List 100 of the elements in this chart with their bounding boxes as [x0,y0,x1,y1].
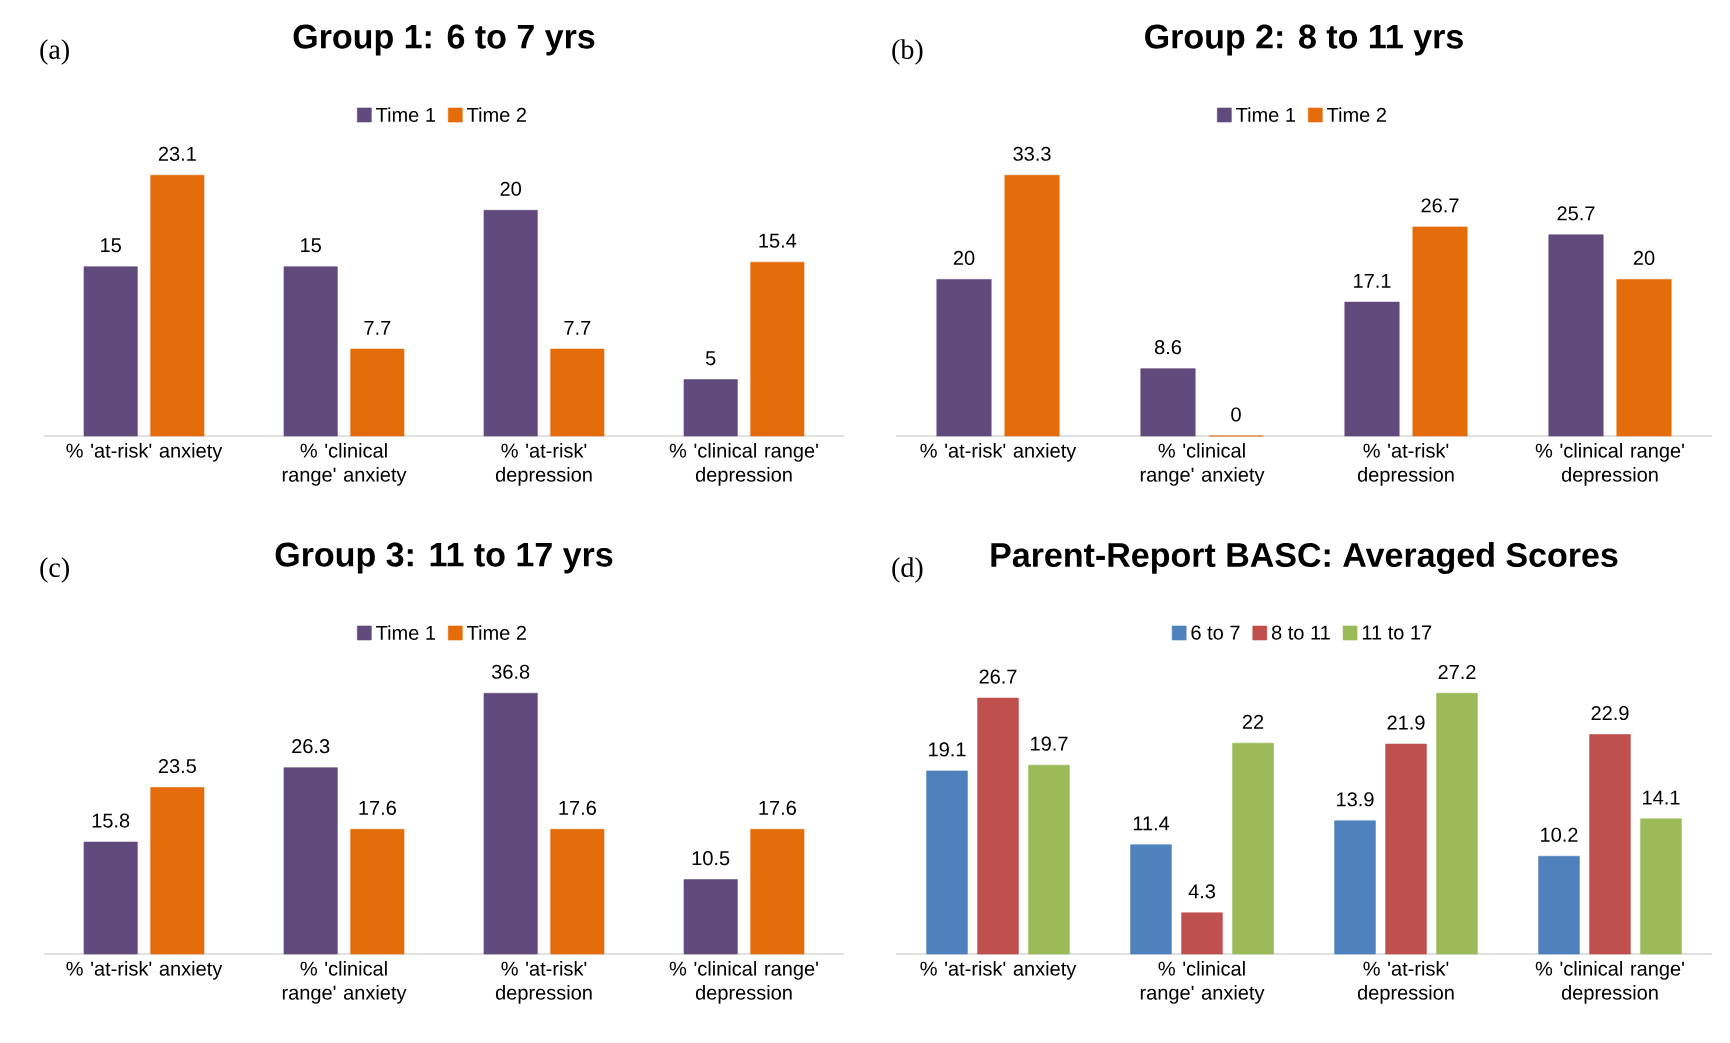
bar [83,266,138,437]
bar [150,174,205,437]
bar [1589,734,1631,955]
x-tick-label: % 'at-risk' depression [495,443,592,486]
data-label: 17.6 [759,800,796,815]
bar [1640,818,1682,955]
chart-title: Group 3: 11 to 17 yrs [275,542,613,574]
data-label: 26.7 [1421,198,1459,213]
bar [550,829,605,955]
data-label: 13.9 [1337,792,1374,807]
x-tick-label: % 'at-risk' depression [1357,443,1454,486]
bar [750,261,805,437]
text: (d) [892,557,923,583]
data-label: 10.2 [1541,827,1578,842]
data-label: 19.1 [929,742,966,757]
data-label: 4.3 [1188,884,1216,899]
bar [350,348,405,437]
bar [483,692,538,955]
x-tick-label: % 'at-risk' depression [1357,961,1454,1004]
bar [350,829,405,955]
data-label: 21.9 [1387,715,1425,730]
data-label: 5 [705,351,716,366]
data-label: 17.6 [359,800,396,815]
bar [1344,301,1400,437]
text: (b) [892,39,923,65]
data-label: 36.8 [491,664,530,679]
data-label: 22.9 [1591,705,1629,721]
x-tick-label: % 'at-risk' anxiety [920,443,1077,462]
data-label: 0 [1231,407,1241,422]
legend-label: Time 1 [376,625,436,640]
data-label: 17.1 [1354,273,1391,288]
bar [683,379,738,437]
x-tick-label: % 'clinical range' anxiety [1140,961,1265,1004]
bar [1004,174,1060,437]
x-tick-label: % 'clinical range' depression [669,443,818,486]
data-label: 23.5 [158,758,196,774]
text: (c) [40,557,69,583]
bar [150,787,205,955]
bar [1232,742,1274,955]
bar [1028,764,1070,955]
x-tick-label: % 'clinical range' anxiety [282,443,407,486]
data-label: 11.4 [1133,816,1170,831]
x-tick-label: % 'clinical range' anxiety [1140,443,1265,486]
legend-label: Time 1 [376,107,436,122]
data-label: 27.2 [1438,664,1476,679]
bar [750,829,805,955]
bar [1436,692,1478,955]
bar [1334,820,1376,955]
bar [683,879,738,955]
data-label: 19.7 [1031,736,1068,751]
legend-label: Time 2 [467,107,526,122]
bar [936,279,992,437]
data-label: 26.3 [292,739,330,754]
bar [1181,912,1223,955]
text: (a) [40,39,69,65]
data-label: 10.5 [692,851,730,866]
legend-label: Time 2 [467,625,526,640]
data-label: 17.6 [559,800,596,815]
bar [83,841,138,955]
x-tick-label: % 'at-risk' anxiety [66,443,223,462]
bar [1140,368,1196,437]
bar [550,348,605,437]
bar [977,697,1019,955]
data-label: 8.6 [1154,340,1182,355]
x-tick-label: % 'clinical range' depression [1535,443,1684,486]
legend-label: 6 to 7 [1191,625,1240,640]
legend-label: 8 to 11 [1271,625,1330,640]
data-label: 15 [101,238,121,253]
bar [1412,226,1468,437]
data-label: 33.3 [1013,146,1051,161]
data-label: 20 [953,250,975,265]
legend-label: Time 2 [1327,107,1386,122]
data-label: 7.7 [364,320,391,335]
legend-label: Time 1 [1236,107,1296,122]
chart-title: Parent-Report BASC: Averaged Scores [991,542,1618,574]
chart-title: Group 1: 6 to 7 yrs [293,24,595,56]
data-label: 15.8 [92,813,130,828]
bar [283,266,338,437]
x-tick-label: % 'at-risk' depression [495,961,592,1004]
bar [283,767,338,955]
data-label: 23.1 [158,146,196,161]
data-label: 26.7 [979,669,1017,684]
data-label: 7.7 [564,320,591,335]
x-tick-label: % 'clinical range' depression [1535,961,1684,1004]
chart-title: Group 2: 8 to 11 yrs [1145,24,1463,56]
x-tick-label: % 'at-risk' anxiety [66,961,223,980]
bar [1616,279,1672,437]
data-label: 20 [1633,250,1655,265]
bar [483,209,538,437]
x-tick-label: % 'clinical range' depression [669,961,818,1004]
bar [1538,855,1580,955]
bar [1130,844,1172,955]
data-label: 15.4 [759,233,797,248]
x-tick-label: % 'clinical range' anxiety [282,961,407,1004]
legend-label: 11 to 17 [1362,625,1432,640]
x-tick-label: % 'at-risk' anxiety [920,961,1077,980]
bar [1385,743,1427,955]
data-label: 20 [500,181,522,196]
bar [1548,234,1604,437]
bar [926,770,968,955]
